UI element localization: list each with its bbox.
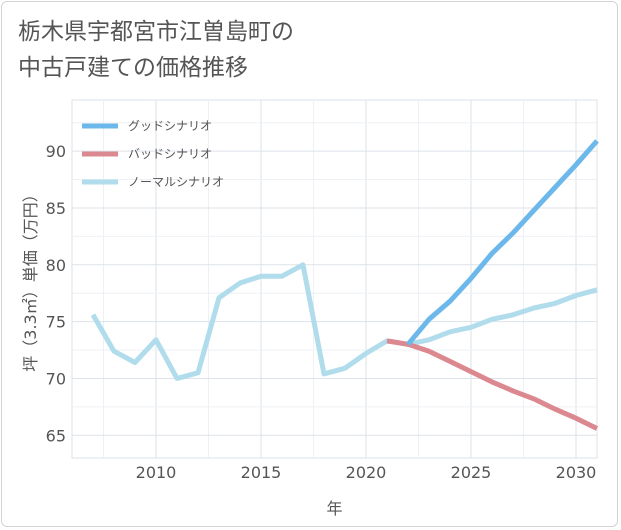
legend-label-normal: ノーマルシナリオ: [128, 175, 224, 189]
plot-area: [71, 99, 598, 459]
chart-title: 栃木県宇都宮市江曽島町の 中古戸建ての価格推移: [18, 14, 294, 86]
x-tick-label: 2030: [556, 463, 597, 482]
y-tick-label: 70: [46, 369, 66, 388]
series-line-bad: [386, 338, 599, 431]
x-axis-title: 年: [326, 499, 342, 518]
y-axis-title: 坪（3.3㎡）単価（万円）: [21, 186, 40, 371]
y-tick-label: 90: [46, 142, 66, 161]
y-tick-label: 75: [46, 313, 66, 332]
legend-label-bad: バッドシナリオ: [128, 147, 212, 161]
y-tick-label: 80: [46, 256, 66, 275]
x-tick-label: 2020: [346, 463, 387, 482]
chart-title-line-2: 中古戸建ての価格推移: [18, 55, 248, 81]
grid: [71, 99, 598, 459]
y-tick-label: 65: [46, 426, 66, 445]
x-tick-label: 2025: [451, 463, 492, 482]
x-tick-label: 2010: [136, 463, 177, 482]
series-lines: [90, 139, 599, 431]
legend-label-good: グッドシナリオ: [128, 119, 212, 133]
x-tick-label: 2015: [241, 463, 282, 482]
series-line-good: [406, 139, 599, 346]
y-tick-label: 85: [46, 199, 66, 218]
chart-title-line-1: 栃木県宇都宮市江曽島町の: [18, 19, 294, 45]
tick-labels: 2010 2015 2020 2025 2030 65 70 75 80 85 90: [46, 142, 597, 482]
series-line-normal: [90, 262, 598, 381]
